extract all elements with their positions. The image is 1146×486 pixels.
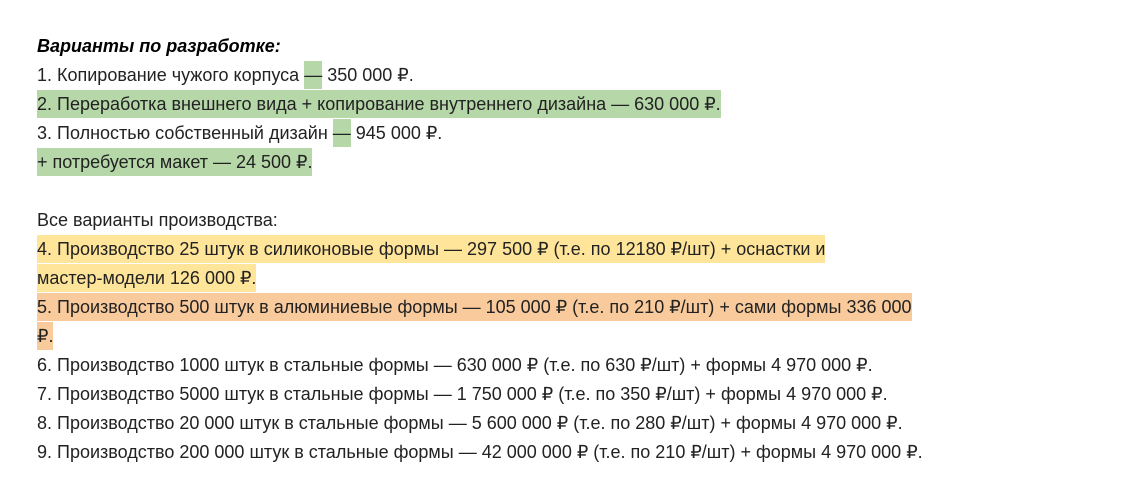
prod-option-9: 9. Производство 200 000 штук в стальные …: [37, 442, 923, 462]
prod-option-5-line1: 5. Производство 500 штук в алюминиевые ф…: [37, 293, 912, 321]
dev-option-2: 2. Переработка внешнего вида + копирован…: [37, 90, 721, 118]
prod-option-7: 7. Производство 5000 штук в стальные фор…: [37, 384, 888, 404]
dev-mockup-note: + потребуется макет — 24 500 ₽.: [37, 148, 313, 176]
dev-option-1-price: 350 000 ₽.: [322, 65, 414, 85]
prod-option-6: 6. Производство 1000 штук в стальные фор…: [37, 355, 873, 375]
dev-option-3-text: 3. Полностью собственный дизайн: [37, 123, 333, 143]
dev-option-3-price: 945 000 ₽.: [350, 123, 443, 143]
prod-option-8: 8. Производство 20 000 штук в стальные ф…: [37, 413, 903, 433]
prod-option-4-line2: мастер-модели 126 000 ₽.: [37, 264, 257, 292]
prod-option-4-line1: 4. Производство 25 штук в силиконовые фо…: [37, 235, 826, 263]
development-heading: Варианты по разработке:: [37, 36, 281, 56]
dev-option-1: 1. Копирование чужого корпуса — 350 000 …: [37, 61, 923, 90]
highlighted-dash: —: [304, 61, 323, 89]
prod-option-5-line2: ₽.: [37, 322, 54, 350]
highlighted-dash: —: [332, 119, 351, 147]
dev-option-3: 3. Полностью собственный дизайн — 945 00…: [37, 119, 923, 148]
dev-option-1-text: 1. Копирование чужого корпуса: [37, 65, 305, 85]
document-body: Варианты по разработке: 1. Копирование ч…: [37, 32, 923, 467]
production-heading: Все варианты производства:: [37, 210, 278, 230]
